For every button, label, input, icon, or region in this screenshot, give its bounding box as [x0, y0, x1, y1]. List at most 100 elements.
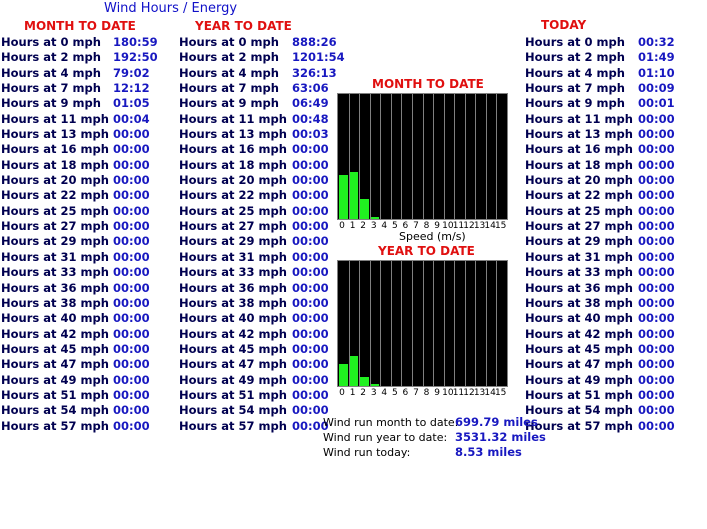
table-row: Hours at 38 mph 00:00 [179, 296, 329, 311]
row-label: Hours at 29 mph [1, 234, 109, 249]
row-label: Hours at 51 mph [525, 387, 633, 402]
grid-line [496, 94, 498, 219]
row-value: 00:00 [292, 157, 329, 172]
tick-label: 15 [494, 388, 507, 398]
table-row: Hours at 0 mph 180:59 [1, 35, 176, 50]
table-row: Hours at 16 mph 00:00 [179, 142, 329, 157]
row-value: 00:32 [638, 35, 675, 49]
grid-line [496, 261, 498, 386]
table-row: Hours at 45 mph 00:00 [179, 342, 329, 357]
row-value: 180:59 [113, 35, 158, 49]
row-label: Hours at 7 mph [179, 81, 279, 96]
row-value: 01:05 [113, 96, 150, 111]
row-label: Hours at 9 mph [525, 96, 625, 111]
row-value: 00:00 [292, 203, 329, 218]
row-label: Hours at 49 mph [179, 372, 287, 387]
row-label: Hours at 27 mph [179, 219, 287, 234]
tick-label: 14 [484, 388, 496, 398]
grid-line [380, 94, 382, 219]
row-value: 00:48 [292, 111, 329, 126]
today-table: Hours at 0 mph 00:32 Hours at 2 mph 01:49 Ho… [525, 35, 705, 434]
row-label: Hours at 57 mph [179, 418, 287, 433]
row-label: Hours at 29 mph [525, 234, 633, 249]
tick-label: 7 [413, 221, 419, 231]
row-label: Hours at 2 mph [525, 50, 625, 65]
row-label: Hours at 4 mph [1, 65, 101, 80]
table-row: Hours at 22 mph 00:00 [1, 188, 176, 203]
tick-label: 10 [442, 221, 454, 231]
row-value: 00:00 [292, 219, 329, 234]
grid-line [433, 94, 435, 219]
table-row: Hours at 18 mph 00:00 [179, 158, 329, 173]
row-label: Hours at 2 mph [1, 50, 101, 65]
row-label: Hours at 7 mph [1, 81, 101, 96]
table-row: Hours at 11 mph 00:00 [525, 112, 705, 127]
row-label: Hours at 40 mph [1, 311, 109, 326]
table-row: Hours at 42 mph 00:00 [525, 327, 705, 342]
table-row: Hours at 51 mph 00:00 [1, 388, 176, 403]
bar-3 [370, 383, 380, 386]
row-value: 00:00 [638, 341, 675, 356]
tick-label: 8 [423, 221, 430, 231]
wind-run-month-label: Wind run month to date: [323, 416, 459, 429]
row-label: Hours at 42 mph [1, 326, 109, 341]
row-label: Hours at 16 mph [1, 142, 109, 157]
row-value: 00:00 [638, 265, 675, 280]
row-label: Hours at 11 mph [179, 111, 287, 126]
tick-label: 13 [473, 388, 486, 398]
row-label: Hours at 27 mph [1, 219, 109, 234]
row-value: 00:00 [638, 173, 675, 188]
row-label: Hours at 0 mph [179, 35, 279, 49]
row-label: Hours at 18 mph [525, 157, 633, 172]
table-row: Hours at 27 mph 00:00 [179, 219, 329, 234]
grid-line [475, 94, 477, 219]
tick-label: 6 [402, 388, 409, 398]
grid-line [411, 261, 413, 386]
tick-label: 9 [434, 388, 440, 398]
row-value: 00:00 [292, 142, 329, 157]
row-label: Hours at 20 mph [1, 173, 109, 188]
grid-line [411, 94, 413, 219]
row-label: Hours at 49 mph [1, 372, 109, 387]
table-row: Hours at 0 mph 888:26 [179, 35, 337, 50]
tick-label: 3 [370, 221, 377, 231]
tick-label: 7 [413, 388, 419, 398]
grid-line [454, 94, 456, 219]
tick-label: 14 [484, 221, 496, 231]
row-label: Hours at 51 mph [179, 387, 287, 402]
table-row: Hours at 54 mph 00:00 [525, 403, 705, 418]
grid-line [359, 261, 361, 386]
table-row: Hours at 9 mph 06:49 [179, 96, 329, 111]
row-value: 00:00 [638, 311, 675, 326]
row-label: Hours at 16 mph [179, 142, 287, 157]
row-value: 00:00 [113, 265, 150, 280]
row-value: 00:00 [292, 418, 329, 433]
row-label: Hours at 33 mph [525, 265, 633, 280]
tick-label: 5 [391, 388, 398, 398]
grid-line [348, 94, 350, 219]
grid-line [390, 94, 392, 219]
table-row: Hours at 11 mph 00:48 [179, 112, 329, 127]
table-row: Hours at 7 mph 00:09 [525, 81, 705, 96]
row-value: 00:00 [638, 403, 675, 418]
row-value: 00:00 [113, 188, 150, 203]
row-value: 79:02 [113, 65, 150, 80]
row-label: Hours at 33 mph [179, 265, 287, 280]
table-row: Hours at 49 mph 00:00 [179, 373, 329, 388]
table-row: Hours at 49 mph 00:00 [1, 373, 176, 388]
grid-line [369, 94, 371, 219]
row-value: 00:00 [638, 372, 675, 387]
grid-line [369, 261, 371, 386]
row-value: 00:00 [638, 219, 675, 234]
row-value: 01:10 [638, 65, 675, 80]
table-row: Hours at 51 mph 00:00 [179, 388, 329, 403]
row-label: Hours at 2 mph [179, 50, 279, 65]
table-row: Hours at 13 mph 00:00 [1, 127, 176, 142]
table-row: Hours at 33 mph 00:00 [525, 265, 705, 280]
row-label: Hours at 11 mph [525, 111, 633, 126]
row-label: Hours at 0 mph [525, 35, 625, 49]
table-row: Hours at 40 mph 00:00 [1, 311, 176, 326]
tick-label: 11 [452, 221, 465, 231]
row-label: Hours at 33 mph [1, 265, 109, 280]
row-label: Hours at 0 mph [1, 35, 101, 49]
